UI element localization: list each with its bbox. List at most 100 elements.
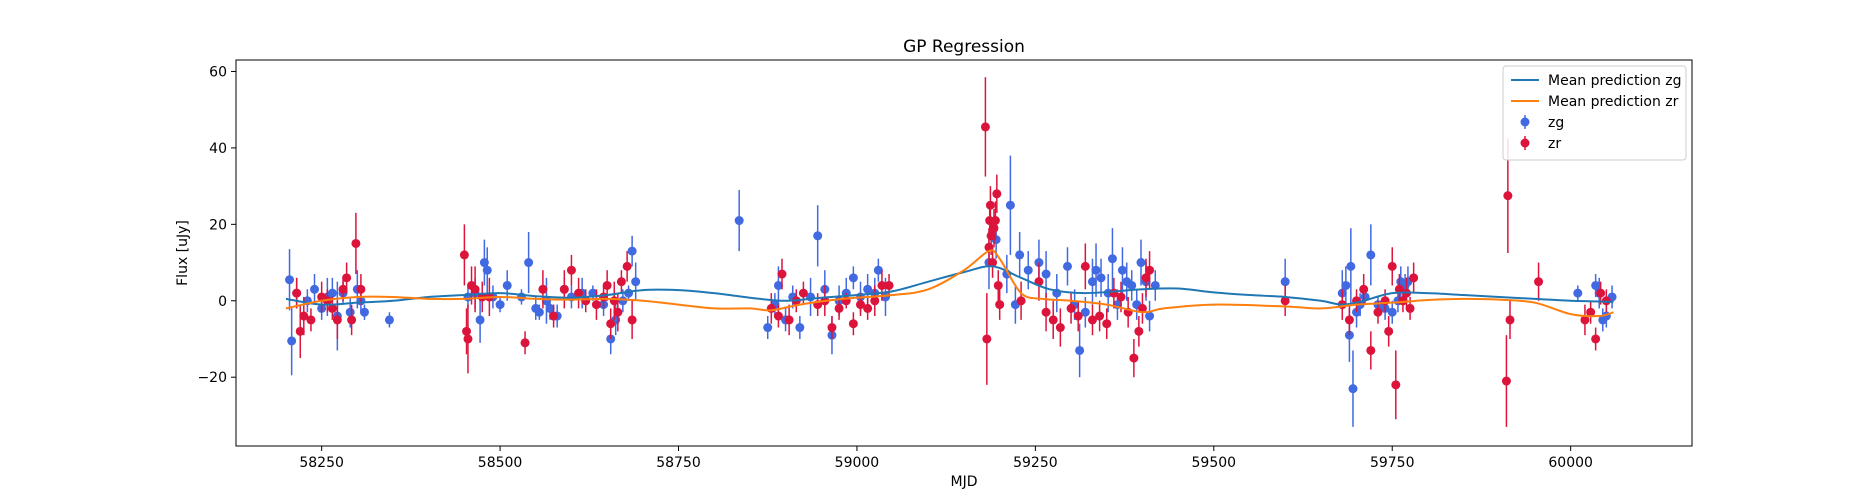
point-zr <box>299 311 309 321</box>
x-tick-label: 58750 <box>656 455 701 471</box>
point-zg <box>345 307 355 317</box>
point-zg <box>1117 265 1127 275</box>
point-zg <box>1387 307 1397 317</box>
point-zr <box>613 307 623 317</box>
point-zr <box>1134 326 1144 336</box>
point-zg <box>848 273 858 283</box>
point-zr <box>989 223 999 233</box>
legend-label: Mean prediction zg <box>1548 73 1682 89</box>
point-zr <box>1073 311 1083 321</box>
point-zr <box>1116 292 1126 302</box>
y-tick-label: 0 <box>218 294 227 310</box>
x-tick-label: 59500 <box>1192 455 1237 471</box>
point-zr <box>863 303 873 313</box>
point-zg <box>545 303 555 313</box>
point-zg <box>475 315 485 325</box>
point-zr <box>574 288 584 298</box>
legend-box <box>1502 65 1687 161</box>
point-zg <box>1087 277 1097 287</box>
point-zg <box>310 284 320 294</box>
point-zr <box>982 334 992 344</box>
point-zr <box>1387 261 1397 271</box>
point-zg <box>795 323 805 333</box>
point-zr <box>295 326 305 336</box>
point-zg <box>1127 280 1137 290</box>
line-mean-prediction-zg <box>285 265 1614 306</box>
point-zg <box>1075 345 1085 355</box>
point-zg <box>1573 288 1583 298</box>
point-zr <box>1041 307 1051 317</box>
point-zg <box>863 284 873 294</box>
legend-label: zr <box>1548 136 1561 152</box>
point-zr <box>292 288 302 298</box>
point-zr <box>1048 315 1058 325</box>
legend: Mean prediction zg Mean prediction zr zg zr <box>1502 65 1687 161</box>
point-zg <box>1346 261 1356 271</box>
point-zg <box>734 216 744 226</box>
point-zr <box>602 280 612 290</box>
point-zr <box>992 189 1002 199</box>
chart-title: GP Regression <box>903 37 1025 57</box>
point-zg <box>873 265 883 275</box>
point-zr <box>1405 303 1415 313</box>
point-zr <box>988 258 998 268</box>
point-zr <box>773 311 783 321</box>
point-zr <box>995 300 1005 310</box>
plot-area <box>285 77 1617 427</box>
point-zr <box>606 319 616 329</box>
point-zg <box>1062 261 1072 271</box>
point-zg <box>1015 250 1025 260</box>
point-zr <box>877 280 887 290</box>
point-zr <box>1016 296 1026 306</box>
point-zr <box>1503 191 1513 201</box>
point-zr <box>1129 353 1139 363</box>
point-zr <box>1359 284 1369 294</box>
point-zr <box>1137 303 1147 313</box>
point-zg <box>1080 307 1090 317</box>
point-zg <box>482 265 492 275</box>
point-zr <box>1145 265 1155 275</box>
point-zr <box>870 296 880 306</box>
point-zg <box>524 258 534 268</box>
point-zr <box>342 273 352 283</box>
point-zg <box>1005 200 1015 210</box>
point-zr <box>1580 315 1590 325</box>
y-axis: −20 0 20 40 60 <box>197 64 236 386</box>
point-zr <box>351 238 361 248</box>
point-zg <box>1280 277 1290 287</box>
point-zr <box>1591 334 1601 344</box>
point-zg <box>534 307 544 317</box>
point-zr <box>1280 296 1290 306</box>
point-zg <box>1341 280 1351 290</box>
x-axis-label: MJD <box>951 474 978 490</box>
point-zg <box>1145 311 1155 321</box>
point-zr <box>1394 284 1404 294</box>
point-zg <box>287 336 297 346</box>
point-zr <box>1384 326 1394 336</box>
point-zg <box>1091 265 1101 275</box>
point-zr <box>1080 261 1090 271</box>
point-zg <box>1107 254 1117 264</box>
y-axis-label: Flux [uJy] <box>175 220 191 286</box>
point-zr <box>463 334 473 344</box>
legend-swatch-marker <box>1520 138 1530 148</box>
x-tick-label: 60000 <box>1548 455 1593 471</box>
point-zr <box>462 326 472 336</box>
point-zr <box>616 277 626 287</box>
point-zr <box>338 284 348 294</box>
x-tick-label: 59250 <box>1013 455 1058 471</box>
x-tick-label: 58500 <box>478 455 523 471</box>
x-tick-label: 58250 <box>299 455 344 471</box>
point-zg <box>502 280 512 290</box>
point-zg <box>359 307 369 317</box>
point-zr <box>459 250 469 260</box>
plot-frame <box>235 59 1693 447</box>
point-zr <box>1055 323 1065 333</box>
point-zr <box>993 280 1003 290</box>
point-zr <box>1087 315 1097 325</box>
point-zr <box>766 303 776 313</box>
point-zr <box>1586 307 1596 317</box>
point-zr <box>520 338 530 348</box>
point-zr <box>347 315 357 325</box>
point-zr <box>559 284 569 294</box>
